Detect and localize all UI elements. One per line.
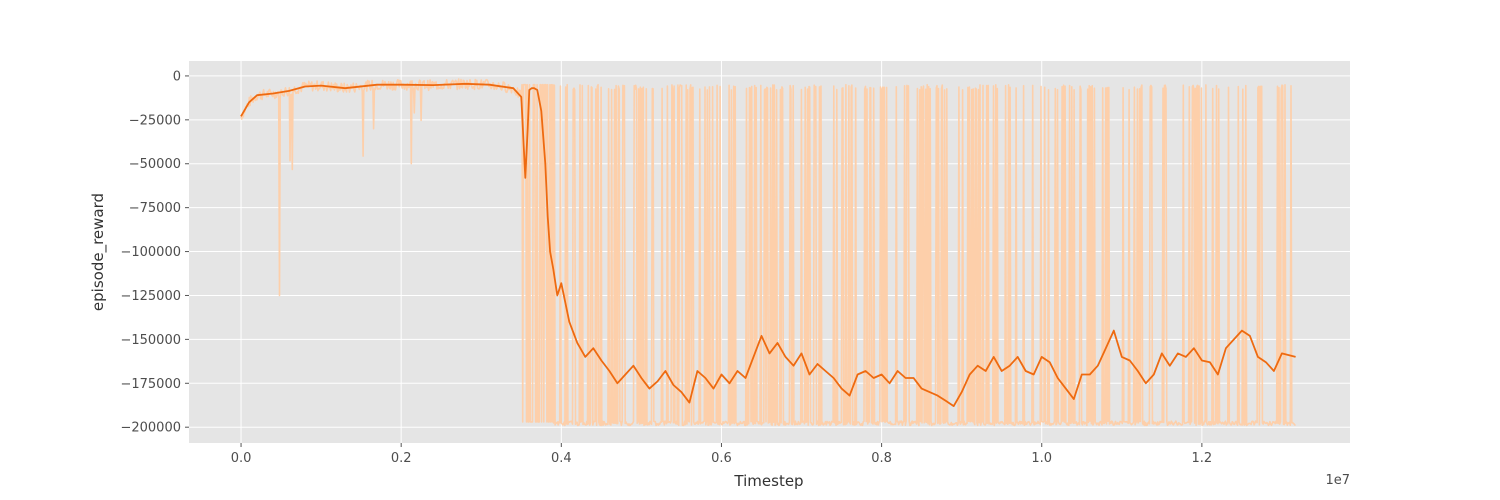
y-tick-label: −200000	[120, 421, 181, 436]
y-tick-label: −25000	[129, 113, 181, 128]
y-tick-label: −100000	[120, 245, 181, 260]
x-offset-label: 1e7	[1325, 473, 1350, 488]
x-tick-label: 1.0	[1031, 451, 1052, 466]
y-tick-label: −150000	[120, 333, 181, 348]
y-tick-label: 0	[173, 69, 181, 84]
smoothed-reward-line	[240, 82, 1296, 407]
axis-ticks: 0.0 0.2 0.4 0.6 0.8 1.0 1.2 0 −25000 −50000 −75000…	[120, 69, 1212, 466]
x-tick-label: 0.2	[391, 451, 412, 466]
raw-reward-series	[240, 78, 1296, 427]
x-axis-label: Timestep	[733, 472, 803, 490]
x-tick-label: 0.4	[551, 451, 572, 466]
x-tick-label: 0.6	[711, 451, 732, 466]
y-tick-label: −125000	[120, 289, 181, 304]
y-tick-label: −50000	[129, 157, 181, 172]
x-tick-label: 1.2	[1192, 451, 1213, 466]
raw-reward-line	[240, 78, 1296, 427]
x-tick-label: 0.0	[231, 451, 252, 466]
smoothed-reward-series	[240, 82, 1296, 407]
y-tick-label: −75000	[129, 201, 181, 216]
y-tick-label: −175000	[120, 377, 181, 392]
x-tick-label: 0.8	[871, 451, 892, 466]
y-axis-label: episode_reward	[89, 193, 108, 311]
